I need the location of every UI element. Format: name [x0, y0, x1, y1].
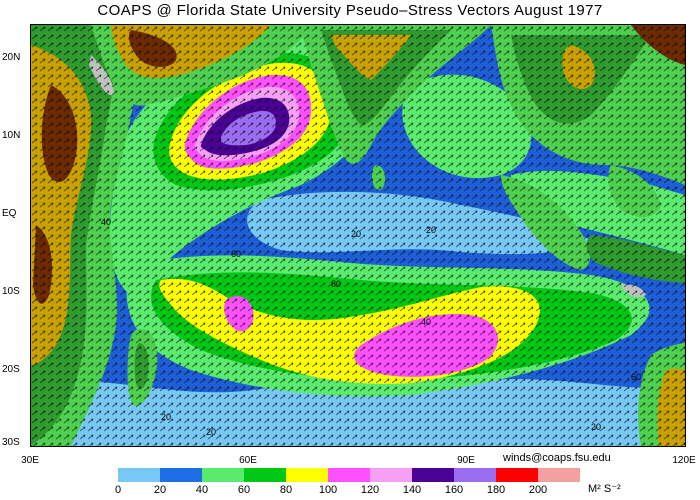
colorbar-swatch [496, 468, 538, 482]
colorbar-units: M² S⁻² [588, 483, 621, 495]
colorbar-swatch [244, 468, 286, 482]
lat-label-20n: 20N [2, 52, 21, 63]
contour-label: 60 [631, 372, 641, 382]
credit-email: winds@coaps.fsu.edu [503, 452, 611, 464]
lat-label-30s: 30S [2, 437, 20, 448]
colorbar-swatch [118, 468, 160, 482]
stress-map: 40 60 80 20 20 60 40 20 20 20 [30, 24, 686, 447]
colorbar-tick-label: 160 [444, 484, 464, 496]
colorbar-tick-label: 40 [195, 484, 209, 496]
contour-label: 20 [206, 427, 216, 437]
contour-label: 40 [421, 317, 431, 327]
colorbar-swatch [538, 468, 580, 482]
map-title: COAPS @ Florida State University Pseudo–… [97, 2, 603, 19]
contour-label: 20 [591, 422, 601, 432]
colorbar-swatch [202, 468, 244, 482]
colorbar-swatch [328, 468, 370, 482]
lat-label-10n: 10N [2, 130, 21, 141]
colorbar-tick-label: 20 [153, 484, 167, 496]
colorbar-tick-label: 200 [528, 484, 548, 496]
lon-label-120e: 120E [672, 455, 696, 466]
colorbar-tick-label: 180 [486, 484, 506, 496]
colorbar-swatch [370, 468, 412, 482]
contour-label: 20 [426, 225, 436, 235]
lon-label-30e: 30E [21, 455, 39, 466]
contour-label: 20 [351, 229, 361, 239]
colorbar-tick-label: 0 [114, 484, 122, 496]
colorbar [118, 468, 580, 482]
colorbar-swatch [286, 468, 328, 482]
lon-label-60e: 60E [239, 455, 257, 466]
lat-label-10s: 10S [2, 286, 20, 297]
colorbar-swatch [454, 468, 496, 482]
lat-label-eq: EQ [2, 208, 17, 219]
contour-label: 40 [101, 217, 111, 227]
contour-label: 20 [161, 412, 171, 422]
colorbar-swatch [160, 468, 202, 482]
stress-vectors [31, 25, 685, 446]
lat-label-20s: 20S [2, 364, 20, 375]
contour-label: 80 [331, 279, 341, 289]
contour-labels: 40 60 80 20 20 60 40 20 20 20 [101, 217, 641, 437]
colorbar-tick-label: 140 [402, 484, 422, 496]
colorbar-tick-label: 80 [279, 484, 293, 496]
contour-label: 60 [231, 249, 241, 259]
colorbar-tick-label: 100 [318, 484, 338, 496]
colorbar-swatch [412, 468, 454, 482]
colorbar-tick-label: 120 [360, 484, 380, 496]
lon-label-90e: 90E [457, 455, 475, 466]
colorbar-tick-label: 60 [237, 484, 251, 496]
